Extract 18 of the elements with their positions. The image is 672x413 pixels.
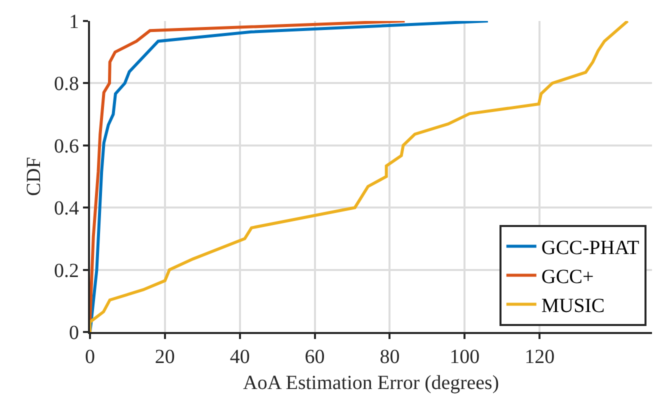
x-tick-label: 80 <box>380 346 400 368</box>
x-axis-title: AoA Estimation Error (degrees) <box>242 372 500 394</box>
y-tick-label: 0.8 <box>54 73 79 96</box>
y-tick-label: 0.4 <box>54 198 79 220</box>
legend-label: MUSIC <box>541 295 605 318</box>
x-tick-label: 40 <box>230 346 250 368</box>
x-tick-label: 0 <box>85 346 95 368</box>
legend-label: GCC-PHAT <box>541 237 640 260</box>
y-tick-label: 0 <box>69 322 79 344</box>
x-tick-label: 20 <box>154 346 175 368</box>
y-tick-label: 0.6 <box>54 135 79 158</box>
y-tick-label: 0.2 <box>54 260 79 282</box>
x-tick-label: 60 <box>304 346 325 368</box>
y-axis-title: CDF <box>23 157 45 196</box>
legend-label: GCC+ <box>541 266 594 288</box>
x-tick-label: 100 <box>450 346 480 368</box>
x-tick-label: 120 <box>524 346 555 368</box>
y-tick-label: 1 <box>69 11 79 33</box>
